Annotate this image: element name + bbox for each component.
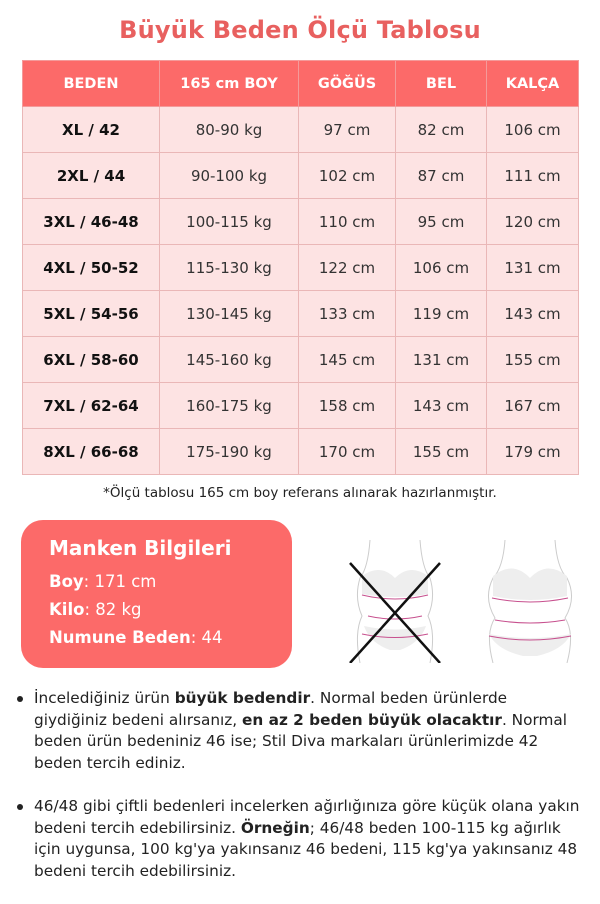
cell-weight: 80-90 kg xyxy=(159,106,299,153)
cell-weight: 100-115 kg xyxy=(159,198,299,245)
table-row: 4XL / 50-52 115-130 kg 122 cm 106 cm 131 cm xyxy=(22,244,579,291)
cell-size: 4XL / 50-52 xyxy=(22,244,160,291)
cell-chest: 133 cm xyxy=(298,290,396,337)
header-boy: 165 cm BOY xyxy=(159,60,299,107)
model-weight: Kilo: 82 kg xyxy=(49,596,292,624)
size-chart-table: BEDEN 165 cm BOY GÖĞÜS BEL KALÇA XL / 42… xyxy=(22,60,579,475)
table-row: 7XL / 62-64 160-175 kg 158 cm 143 cm 167 cm xyxy=(22,382,579,429)
cell-hip: 106 cm xyxy=(486,106,579,153)
crossed-out-body-figure-icon xyxy=(349,539,441,663)
value: : 171 cm xyxy=(83,572,157,591)
cell-chest: 97 cm xyxy=(298,106,396,153)
table-header-row: BEDEN 165 cm BOY GÖĞÜS BEL KALÇA xyxy=(22,60,579,107)
text: . Normal beden ürünlerde giydiğiniz bede… xyxy=(34,689,508,729)
bold-text: büyük bedendir xyxy=(174,689,311,707)
cell-waist: 155 cm xyxy=(395,428,487,475)
cell-weight: 145-160 kg xyxy=(159,336,299,383)
cell-size: XL / 42 xyxy=(22,106,160,153)
cell-size: 3XL / 46-48 xyxy=(22,198,160,245)
cell-chest: 158 cm xyxy=(298,382,396,429)
cell-hip: 120 cm xyxy=(486,198,579,245)
footnote: *Ölçü tablosu 165 cm boy referans alınar… xyxy=(103,485,497,501)
cell-size: 7XL / 62-64 xyxy=(22,382,160,429)
cell-size: 8XL / 66-68 xyxy=(22,428,160,475)
cell-hip: 167 cm xyxy=(486,382,579,429)
cell-weight: 115-130 kg xyxy=(159,244,299,291)
table-row: XL / 42 80-90 kg 97 cm 82 cm 106 cm xyxy=(22,106,579,153)
bold-text: Örneğin xyxy=(240,818,310,837)
cell-waist: 82 cm xyxy=(395,106,487,153)
cell-waist: 106 cm xyxy=(395,244,487,291)
model-info-title: Manken Bilgileri xyxy=(49,536,232,560)
cell-chest: 122 cm xyxy=(298,244,396,291)
text: İncelediğiniz ürün xyxy=(34,689,175,707)
cell-hip: 131 cm xyxy=(486,244,579,291)
cell-waist: 95 cm xyxy=(395,198,487,245)
cell-weight: 130-145 kg xyxy=(159,290,299,337)
bullet-item: İncelediğiniz ürün büyük bedendir. Norma… xyxy=(14,688,584,774)
header-gogus: GÖĞÜS xyxy=(298,60,396,107)
cell-waist: 143 cm xyxy=(395,382,487,429)
cell-waist: 87 cm xyxy=(395,152,487,199)
body-figure-icon xyxy=(488,539,572,663)
cell-chest: 110 cm xyxy=(298,198,396,245)
model-info-card: Manken Bilgileri Boy: 171 cm Kilo: 82 kg… xyxy=(21,520,292,668)
cell-waist: 119 cm xyxy=(395,290,487,337)
table-row: 6XL / 58-60 145-160 kg 145 cm 131 cm 155 cm xyxy=(22,336,579,383)
header-beden: BEDEN xyxy=(22,60,160,107)
bold-text: en az 2 beden büyük olacaktır xyxy=(242,710,502,729)
label: Kilo xyxy=(49,600,85,619)
table-row: 3XL / 46-48 100-115 kg 110 cm 95 cm 120 cm xyxy=(22,198,579,245)
model-sample-size: Numune Beden: 44 xyxy=(49,624,292,652)
model-height: Boy: 171 cm xyxy=(49,568,292,596)
cell-size: 2XL / 44 xyxy=(22,152,160,199)
table-row: 5XL / 54-56 130-145 kg 133 cm 119 cm 143 cm xyxy=(22,290,579,337)
label: Boy xyxy=(49,572,84,591)
page-title: Büyük Beden Ölçü Tablosu xyxy=(119,16,481,44)
cell-waist: 131 cm xyxy=(395,336,487,383)
cell-hip: 143 cm xyxy=(486,290,579,337)
cell-size: 6XL / 58-60 xyxy=(22,336,160,383)
cell-hip: 155 cm xyxy=(486,336,579,383)
table-row: 8XL / 66-68 175-190 kg 170 cm 155 cm 179 cm xyxy=(22,428,579,475)
text: 46/48 gibi çiftli bedenleri incelerken a… xyxy=(34,797,580,837)
text: . Normal beden ürün bedeniniz 46 ise; St… xyxy=(34,710,568,772)
cell-weight: 90-100 kg xyxy=(159,152,299,199)
text: ; 46/48 beden 100-115 kg ağırlık için uy… xyxy=(34,818,578,880)
cell-chest: 145 cm xyxy=(298,336,396,383)
bullet-item: 46/48 gibi çiftli bedenleri incelerken a… xyxy=(14,796,584,882)
table-row: 2XL / 44 90-100 kg 102 cm 87 cm 111 cm xyxy=(22,152,579,199)
cell-size: 5XL / 54-56 xyxy=(22,290,160,337)
cell-hip: 111 cm xyxy=(486,152,579,199)
cell-chest: 102 cm xyxy=(298,152,396,199)
cell-weight: 175-190 kg xyxy=(159,428,299,475)
header-bel: BEL xyxy=(395,60,487,107)
cell-chest: 170 cm xyxy=(298,428,396,475)
header-kalca: KALÇA xyxy=(486,60,579,107)
value: : 82 kg xyxy=(84,600,142,619)
cell-hip: 179 cm xyxy=(486,428,579,475)
value: : 44 xyxy=(190,628,223,647)
info-bullets: İncelediğiniz ürün büyük bedendir. Norma… xyxy=(14,688,584,904)
label: Numune Beden xyxy=(49,628,191,647)
cell-weight: 160-175 kg xyxy=(159,382,299,429)
